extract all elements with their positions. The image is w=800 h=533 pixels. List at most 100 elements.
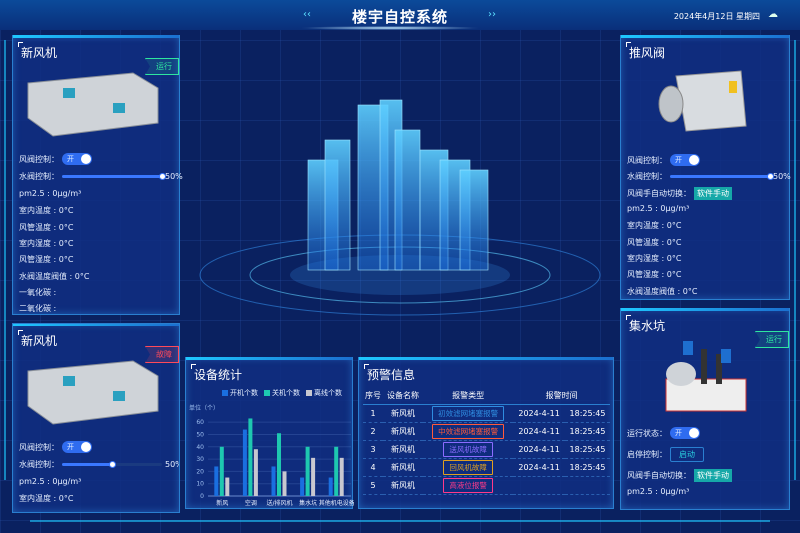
valve-slider[interactable] [62,461,162,468]
bottom-frame-line [30,520,770,522]
x-tick-label: 送/排风机 [266,499,292,507]
legend-label: 开机个数 [230,389,258,397]
bar [277,433,281,496]
legend-swatch [264,390,270,396]
bar [328,477,333,496]
label: 风阀控制： [19,442,59,452]
row-time: 18:25:45 [564,422,610,441]
valve-value: 50% [165,460,179,469]
valve-control-row: 水阀控制： 50% [627,171,791,182]
valve-value: 50% [773,172,791,181]
reading-item: 室内湿度 : 0°C [19,238,74,248]
device-stats-panel: 设备统计 开机个数 关机个数 离线个数 单位（个） 0 10 20 30 40 50 60 新风 空调… [185,357,354,509]
reading-item: 室内温度 : 0°C [19,494,74,504]
bar [225,477,230,496]
bar [242,429,247,496]
panel-title: 新风机 [17,42,58,60]
damper-image [658,70,747,132]
reading-item: 二氧化碳 : [19,304,57,314]
left-arrow-icon: ‹‹ [303,9,311,20]
damper-toggle[interactable]: 开 [62,441,92,453]
col-device: 设备名称 [383,388,424,405]
reading-item: 室内温度 : 0°C [627,221,682,231]
row-date: 2024-4-11 [513,422,565,441]
table-row[interactable]: 2 新风机 中效滤网堵塞报警 2024-4-11 18:25:45 [363,422,610,441]
reading-item: 水阀温度阀值 : 0°C [627,286,698,296]
label: 运行状态： [627,428,667,438]
y-tick-label: 10 [196,481,204,488]
reading-item: 室内湿度 : 0°C [627,253,682,263]
table-row[interactable]: 1 新风机 初效滤网堵塞报警 2024-4-11 18:25:45 [363,404,610,423]
damper-toggle[interactable]: 开 [670,154,700,166]
y-tick-label: 0 [200,493,204,500]
reading-item: pm2.5 : 0μg/m³ [627,487,690,496]
start-button[interactable]: 启动 [670,447,704,462]
row-time: 18:25:45 [564,404,610,423]
x-tick-label: 其他机电设备 [319,499,354,507]
bar [339,457,344,496]
bar [253,449,258,496]
table-row[interactable]: 5 新风机 高液位报警 [363,476,610,495]
row-no: 5 [363,476,384,495]
damper-control-row: 风阀控制：开 [19,441,92,453]
right-arrow-icon: ›› [488,9,496,20]
damper-control-row: 风阀控制：开 [627,154,700,166]
row-device: 新风机 [383,422,424,441]
table-row[interactable]: 3 新风机 送风机故障 2024-4-11 18:25:45 [363,440,610,459]
bar [311,457,316,496]
label: 水阀控制： [19,460,59,469]
valve-value: 50% [165,172,183,181]
row-date [513,476,565,495]
reading-item: 风管湿度 : 0°C [19,255,74,265]
alarm-type-badge: 回风机故障 [443,459,493,475]
air-handler-image [27,72,159,137]
exhaust-damper-panel: 推风阀 风阀控制：开 水阀控制： 50% 风阀手自动切换： 软件手动 pm2.5 :… [620,35,791,300]
bar [219,446,224,496]
label: 风阀控制： [19,154,59,164]
bar [271,466,276,496]
table-row[interactable]: 4 新风机 回风机故障 2024-4-11 18:25:45 [363,458,610,477]
col-time: 报警时间 [513,388,610,405]
mode-button[interactable]: 软件手动 [694,187,732,200]
mode-button[interactable]: 软件手动 [694,469,732,482]
y-axis-label: 单位（个） [189,404,219,412]
date-display: 2024年4月12日 星期四 [673,12,760,21]
label: 风阀控制： [627,155,667,165]
legend-swatch [306,390,312,396]
y-tick-label: 30 [196,456,204,463]
row-date: 2024-4-11 [513,458,565,477]
pump-image [665,341,747,412]
reading-item: pm2.5 : 0μg/m³ [19,477,82,486]
run-toggle[interactable]: 开 [670,427,700,439]
legend-item: 关机个数 [264,388,300,398]
buildings [307,99,489,271]
alarm-type-badge: 高液位报警 [443,477,493,493]
bar [282,471,287,496]
row-device: 新风机 [383,440,424,459]
alarm-type-badge: 中效滤网堵塞报警 [432,423,505,439]
panel-title: 集水坑 [625,315,666,333]
legend-label: 关机个数 [272,389,300,397]
city-hologram [199,99,601,316]
label: 风阀手自动切换： [627,471,691,480]
fresh-air-unit-panel-1: 新风机 运行 风阀控制：开 水阀控制： 50% pm2.5 : 0μg/m³ 室内温… [12,35,183,315]
row-device: 新风机 [383,404,424,423]
status-badge: 运行 [145,58,179,75]
valve-slider[interactable] [670,173,774,180]
bar [300,477,305,496]
panel-title: 推风阀 [625,42,666,60]
y-tick-label: 20 [196,468,204,475]
row-no: 3 [363,440,384,459]
damper-toggle[interactable]: 开 [62,153,92,165]
valve-slider[interactable] [62,173,166,180]
reading-item: 水阀温度阀值 : 0°C [19,271,90,281]
reading-item: 一氧化碳 : [19,287,57,297]
row-date: 2024-4-11 [513,404,565,423]
alarm-panel: 预警信息 序号 设备名称 报警类型 报警时间 1 新风机 初效滤网堵塞报警 2024-… [358,357,614,509]
row-no: 2 [363,422,384,441]
chart-legend: 开机个数 关机个数 离线个数 [222,388,342,398]
col-type: 报警类型 [423,388,514,405]
y-tick-label: 60 [196,419,204,426]
col-no: 序号 [363,388,384,405]
reading-item: pm2.5 : 0μg/m³ [19,189,82,198]
